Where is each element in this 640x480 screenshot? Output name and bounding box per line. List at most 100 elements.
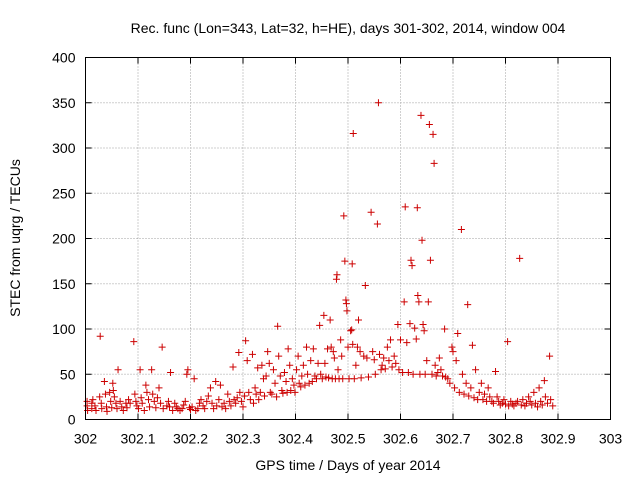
data-point bbox=[307, 357, 315, 365]
data-point bbox=[421, 370, 429, 378]
data-point bbox=[464, 301, 472, 309]
data-point bbox=[220, 399, 228, 407]
data-point bbox=[101, 390, 109, 398]
data-point bbox=[361, 282, 369, 290]
data-point bbox=[96, 393, 104, 401]
data-point bbox=[441, 325, 449, 333]
data-point bbox=[425, 120, 433, 128]
data-point bbox=[479, 396, 487, 404]
data-point bbox=[216, 381, 224, 389]
data-point bbox=[282, 377, 290, 385]
data-point bbox=[132, 397, 140, 405]
data-point bbox=[201, 405, 209, 413]
x-tick-label: 302.9 bbox=[540, 431, 575, 447]
data-point bbox=[457, 225, 465, 233]
data-point bbox=[500, 396, 508, 404]
grid-lines bbox=[85, 57, 611, 420]
data-point bbox=[229, 363, 237, 371]
data-point bbox=[184, 366, 192, 374]
data-point bbox=[100, 377, 108, 385]
data-point bbox=[116, 397, 124, 405]
data-point bbox=[188, 403, 196, 411]
data-point bbox=[305, 379, 313, 387]
data-point bbox=[411, 324, 419, 332]
data-point bbox=[544, 399, 551, 407]
data-point bbox=[308, 377, 316, 385]
data-point bbox=[451, 384, 459, 392]
y-axis-label: STEC from uqrg / TECUs bbox=[7, 159, 23, 317]
data-point bbox=[152, 404, 160, 412]
data-point bbox=[439, 372, 446, 380]
data-point bbox=[222, 405, 230, 413]
data-point bbox=[330, 354, 338, 362]
data-point bbox=[475, 388, 483, 396]
data-point bbox=[352, 361, 360, 369]
data-point bbox=[417, 111, 425, 119]
data-point bbox=[208, 399, 216, 407]
data-point bbox=[225, 397, 233, 405]
x-tick-label: 302.7 bbox=[435, 431, 470, 447]
data-point bbox=[409, 370, 417, 378]
data-point bbox=[304, 370, 312, 378]
data-point bbox=[486, 393, 494, 401]
data-point bbox=[530, 388, 538, 396]
data-point bbox=[549, 402, 557, 410]
data-point bbox=[266, 388, 274, 396]
data-point bbox=[92, 406, 100, 414]
data-point bbox=[385, 357, 393, 365]
data-point bbox=[242, 337, 250, 345]
data-point bbox=[455, 388, 463, 396]
data-point bbox=[239, 403, 247, 411]
data-point bbox=[547, 396, 555, 404]
data-point bbox=[423, 357, 431, 365]
data-point bbox=[283, 388, 291, 396]
data-point bbox=[290, 381, 298, 389]
data-point bbox=[452, 357, 460, 365]
data-point bbox=[316, 321, 324, 329]
data-point bbox=[367, 208, 375, 216]
data-point bbox=[298, 372, 306, 380]
data-point bbox=[540, 377, 548, 385]
data-point bbox=[342, 296, 350, 304]
axis-ticks bbox=[85, 57, 611, 420]
data-point bbox=[332, 275, 340, 283]
data-point bbox=[388, 363, 396, 371]
data-point bbox=[112, 399, 120, 407]
data-point bbox=[113, 405, 121, 413]
data-point bbox=[254, 364, 262, 372]
data-point bbox=[517, 401, 525, 409]
data-point bbox=[321, 359, 329, 367]
data-point bbox=[492, 368, 500, 376]
y-tick-label: 0 bbox=[68, 412, 76, 428]
data-point bbox=[534, 403, 542, 411]
data-point bbox=[353, 343, 361, 351]
data-point bbox=[190, 375, 198, 383]
data-point bbox=[293, 366, 301, 374]
x-tick-label: 302.1 bbox=[120, 431, 155, 447]
data-point bbox=[437, 366, 445, 374]
data-point bbox=[135, 405, 143, 413]
x-tick-label: 302.5 bbox=[330, 431, 365, 447]
data-point bbox=[265, 359, 273, 367]
data-point bbox=[406, 320, 414, 328]
data-point bbox=[504, 338, 512, 346]
data-point bbox=[261, 392, 269, 400]
data-point bbox=[508, 400, 516, 408]
data-point bbox=[150, 397, 158, 405]
data-point bbox=[275, 352, 283, 360]
data-point bbox=[528, 401, 536, 409]
x-tick-label: 302.3 bbox=[225, 431, 260, 447]
data-point bbox=[96, 332, 104, 340]
data-point bbox=[274, 322, 282, 330]
data-point bbox=[268, 390, 276, 398]
data-point bbox=[498, 399, 506, 407]
data-point bbox=[212, 377, 220, 385]
data-point bbox=[301, 381, 309, 389]
data-point bbox=[373, 220, 381, 228]
data-point bbox=[339, 375, 347, 383]
data-point bbox=[250, 399, 257, 407]
data-point bbox=[291, 388, 299, 396]
data-point bbox=[371, 370, 379, 378]
x-tick-labels: 302 302.1 302.2 302.3 302.4 302.5 302.6 302.7 30… bbox=[74, 431, 623, 447]
data-point bbox=[470, 394, 478, 402]
